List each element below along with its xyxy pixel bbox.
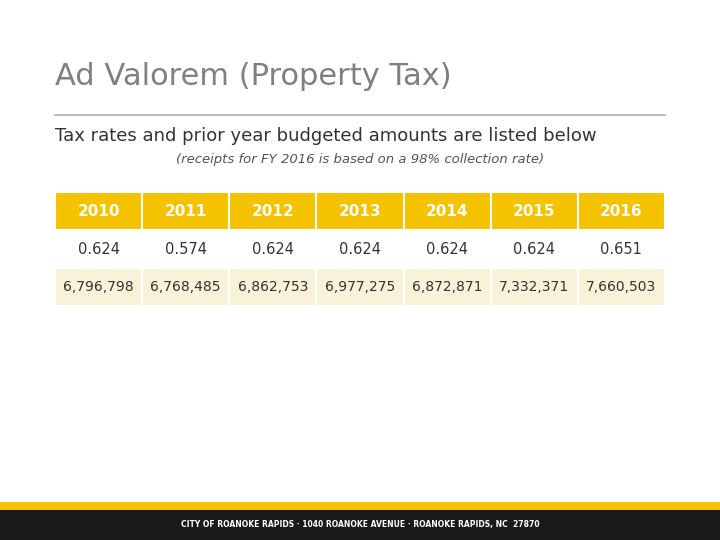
- Text: (receipts for FY 2016 is based on a 98% collection rate): (receipts for FY 2016 is based on a 98% …: [176, 153, 544, 166]
- Text: 7,660,503: 7,660,503: [586, 280, 657, 294]
- Text: 0.624: 0.624: [78, 241, 120, 256]
- Bar: [316, 230, 404, 268]
- Bar: [578, 268, 665, 306]
- Bar: [491, 230, 578, 268]
- Bar: [55, 192, 142, 230]
- Text: 0.624: 0.624: [426, 241, 468, 256]
- Text: 0.651: 0.651: [600, 241, 642, 256]
- Bar: [578, 230, 665, 268]
- Text: 2010: 2010: [77, 204, 120, 219]
- Text: 2014: 2014: [426, 204, 469, 219]
- Bar: [316, 268, 404, 306]
- Bar: [55, 230, 142, 268]
- Text: 6,796,798: 6,796,798: [63, 280, 134, 294]
- Bar: [55, 268, 142, 306]
- Bar: [578, 192, 665, 230]
- Bar: [142, 230, 229, 268]
- Bar: [316, 192, 404, 230]
- Bar: [142, 192, 229, 230]
- Bar: [229, 192, 316, 230]
- Bar: [491, 268, 578, 306]
- Text: 6,977,275: 6,977,275: [325, 280, 395, 294]
- Text: Ad Valorem (Property Tax): Ad Valorem (Property Tax): [55, 62, 451, 91]
- Text: 2013: 2013: [338, 204, 382, 219]
- Text: 0.624: 0.624: [339, 241, 381, 256]
- Bar: [229, 268, 316, 306]
- Text: 6,862,753: 6,862,753: [238, 280, 308, 294]
- Text: CITY OF ROANOKE RAPIDS · 1040 ROANOKE AVENUE · ROANOKE RAPIDS, NC  27870: CITY OF ROANOKE RAPIDS · 1040 ROANOKE AV…: [181, 521, 539, 530]
- Bar: [0, 510, 720, 540]
- Text: 0.574: 0.574: [165, 241, 207, 256]
- Text: 0.624: 0.624: [252, 241, 294, 256]
- Text: 0.624: 0.624: [513, 241, 555, 256]
- Bar: [142, 268, 229, 306]
- Text: Tax rates and prior year budgeted amounts are listed below: Tax rates and prior year budgeted amount…: [55, 127, 597, 145]
- Text: 2016: 2016: [600, 204, 643, 219]
- Text: 7,332,371: 7,332,371: [499, 280, 570, 294]
- Bar: [404, 192, 491, 230]
- Bar: [491, 192, 578, 230]
- Text: 6,872,871: 6,872,871: [412, 280, 482, 294]
- Text: 2015: 2015: [513, 204, 556, 219]
- Text: 2012: 2012: [251, 204, 294, 219]
- Bar: [404, 268, 491, 306]
- Text: 2011: 2011: [165, 204, 207, 219]
- Bar: [0, 502, 720, 510]
- Bar: [229, 230, 316, 268]
- Bar: [404, 230, 491, 268]
- Text: 6,768,485: 6,768,485: [150, 280, 221, 294]
